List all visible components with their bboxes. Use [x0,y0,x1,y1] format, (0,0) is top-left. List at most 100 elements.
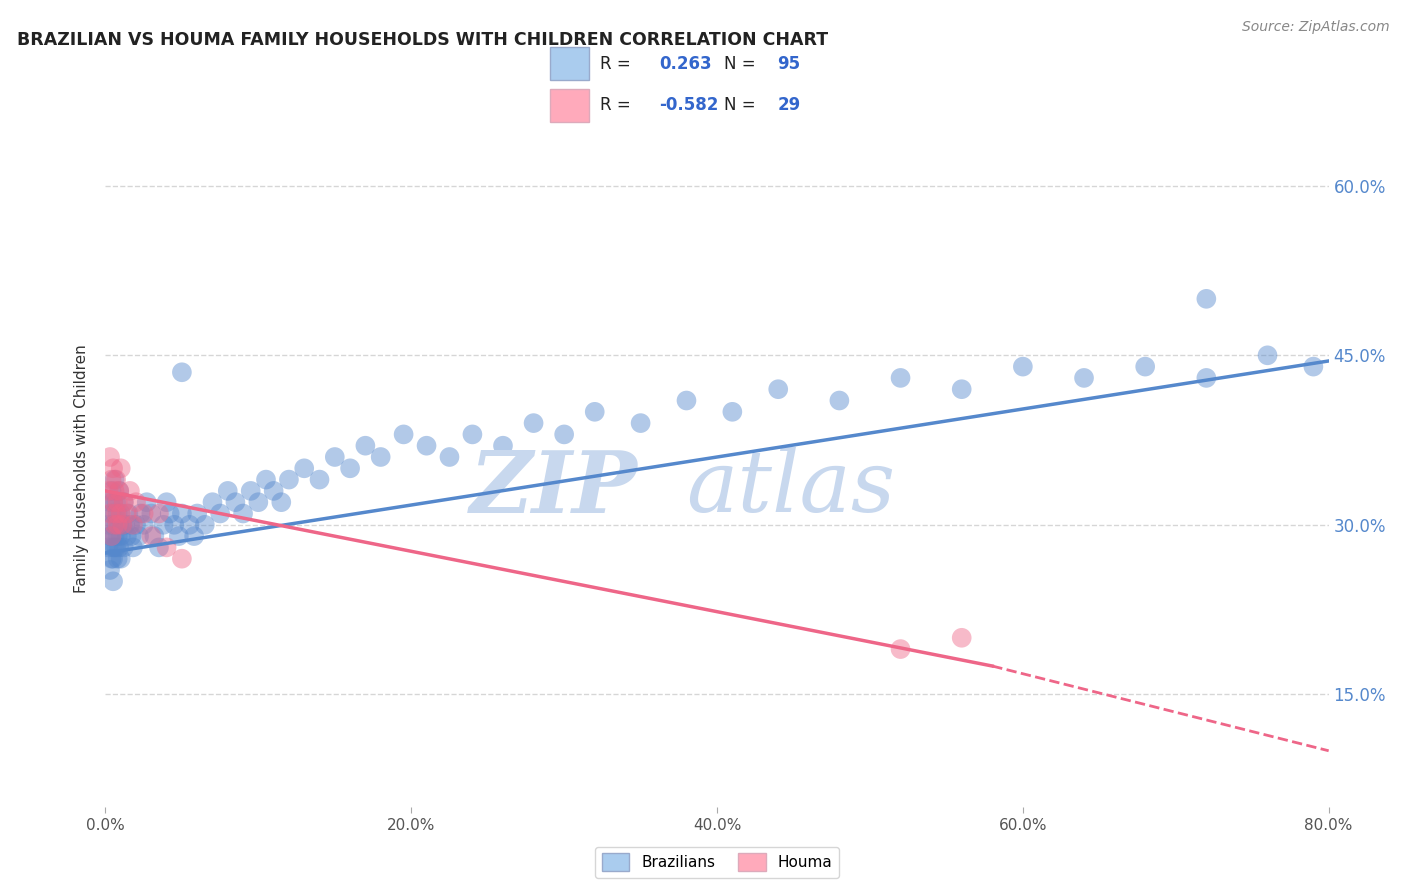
Point [630,416,652,430]
Text: R =: R = [600,55,637,73]
Point [461,427,484,442]
Text: BRAZILIAN VS HOUMA FAMILY HOUSEHOLDS WITH CHILDREN CORRELATION CHART: BRAZILIAN VS HOUMA FAMILY HOUSEHOLDS WIT… [17,31,828,49]
Point [107,507,129,521]
Text: atlas: atlas [686,447,896,530]
Point [239,483,262,498]
Point [167,529,190,543]
Point [112,495,135,509]
Point [125,495,148,509]
Text: 95: 95 [778,55,800,73]
Point [950,382,973,396]
Point [101,495,124,509]
Point [179,517,201,532]
Y-axis label: Family Households with Children: Family Households with Children [75,344,90,592]
Point [101,541,124,555]
Point [108,541,131,555]
Point [183,529,205,543]
Point [118,517,141,532]
Point [107,551,129,566]
Point [98,507,121,521]
Point [141,529,163,543]
Point [170,551,193,566]
Point [104,529,127,543]
Point [104,517,127,532]
Point [101,495,124,509]
Point [115,529,138,543]
Point [101,551,124,566]
Point [354,439,377,453]
Point [105,517,128,532]
Point [112,541,135,555]
Point [148,507,170,521]
Text: R =: R = [600,96,637,114]
Point [828,393,851,408]
Point [115,507,138,521]
Point [217,483,239,498]
Point [110,551,132,566]
Point [232,507,254,521]
Point [163,517,186,532]
Point [392,427,415,442]
Point [155,541,177,555]
Point [108,483,131,498]
Point [108,517,131,532]
Point [111,517,134,532]
Point [104,541,127,555]
Point [1073,371,1095,385]
Point [105,473,128,487]
Point [105,541,128,555]
Point [553,427,575,442]
Point [107,517,129,532]
Point [155,495,177,509]
Text: -0.582: -0.582 [659,96,718,114]
Point [125,517,148,532]
Point [104,507,127,521]
Point [1302,359,1324,374]
Point [114,517,136,532]
Point [132,507,155,521]
Point [721,405,744,419]
Point [186,507,208,521]
Point [170,365,193,379]
Point [439,450,461,464]
Legend: Brazilians, Houma: Brazilians, Houma [595,847,839,878]
Point [129,507,152,521]
Point [143,529,166,543]
Point [122,541,145,555]
Point [523,416,546,430]
Point [263,483,285,498]
Point [1011,359,1033,374]
Point [135,495,157,509]
Text: 29: 29 [778,96,801,114]
Point [98,529,121,543]
Point [107,495,129,509]
FancyBboxPatch shape [550,47,589,80]
Point [224,495,246,509]
Point [107,529,129,543]
Point [583,405,606,419]
Point [1256,348,1278,362]
Point [118,483,141,498]
Point [889,371,911,385]
Point [104,473,127,487]
Point [110,461,132,475]
Point [105,507,128,521]
Point [675,393,697,408]
Text: Source: ZipAtlas.com: Source: ZipAtlas.com [1241,20,1389,34]
Point [100,529,122,543]
Point [141,507,163,521]
Point [415,439,437,453]
Point [100,551,122,566]
Point [105,495,128,509]
Point [254,473,277,487]
Point [101,461,124,475]
Point [201,495,224,509]
Point [110,529,132,543]
Point [108,483,131,498]
Point [111,517,134,532]
Point [1195,292,1218,306]
Point [100,473,122,487]
Point [128,529,150,543]
Point [170,507,193,521]
Text: 0.263: 0.263 [659,55,711,73]
